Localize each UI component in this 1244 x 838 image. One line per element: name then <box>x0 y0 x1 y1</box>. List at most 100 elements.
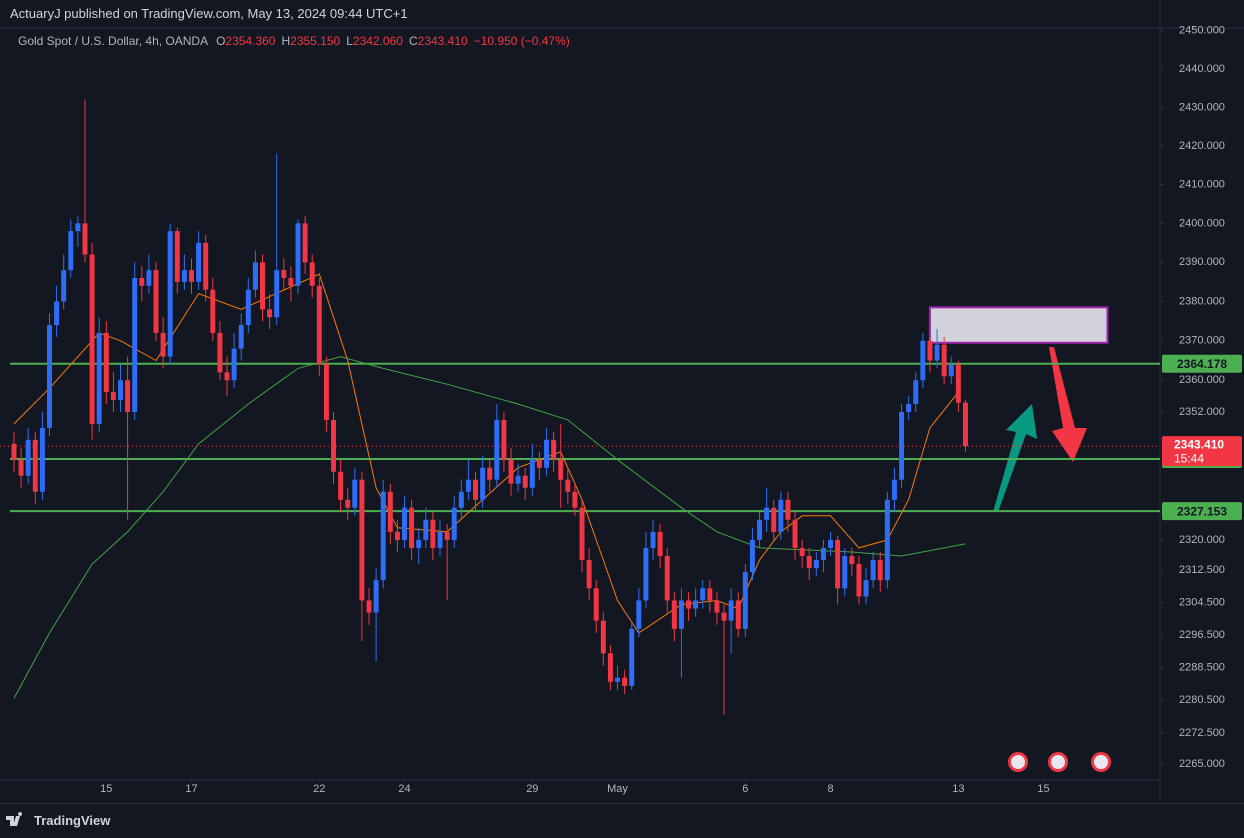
candle-body <box>274 270 280 318</box>
x-tick-label: 15 <box>1037 783 1049 795</box>
candle-body <box>948 364 954 377</box>
candle-body <box>238 325 244 349</box>
candle-body <box>487 467 493 480</box>
candle-body <box>295 223 301 286</box>
last-price-label: 2343.410 <box>1174 437 1224 451</box>
candle-body <box>47 325 52 428</box>
y-tick-label: 2390.000 <box>1179 256 1225 268</box>
supply-zone <box>928 306 1109 344</box>
y-tick-label: 2410.000 <box>1179 178 1225 190</box>
candle-body <box>345 499 351 508</box>
candle-body <box>600 620 606 654</box>
y-tick-label: 2430.000 <box>1179 101 1225 113</box>
y-tick-label: 2420.000 <box>1179 140 1225 152</box>
candle-body <box>629 628 635 686</box>
y-tick-label: 2380.000 <box>1179 295 1225 307</box>
candle-body <box>32 439 38 492</box>
candle-body <box>657 531 663 557</box>
candle-body <box>785 499 791 520</box>
candle-body <box>465 479 471 492</box>
candle-body <box>622 677 628 686</box>
candle-body <box>735 600 741 629</box>
candle-body <box>792 519 798 548</box>
candle-body <box>458 491 464 508</box>
candle-body <box>607 653 613 682</box>
candle-body <box>174 231 180 282</box>
candle-body <box>778 499 784 532</box>
candle-body <box>11 443 17 460</box>
candle-body <box>366 600 372 613</box>
candle-body <box>593 588 599 621</box>
candle-body <box>380 491 386 581</box>
candle-body <box>686 600 692 609</box>
x-tick-label: 6 <box>742 783 748 795</box>
candle-body <box>245 289 251 326</box>
candle-body <box>210 289 216 333</box>
y-tick-label: 2265.000 <box>1179 758 1225 770</box>
candle-body <box>373 580 379 613</box>
candle-body <box>75 223 81 232</box>
ohlc-value: 2355.150 <box>290 34 341 48</box>
candle-body <box>749 539 755 573</box>
legend: Gold Spot / U.S. Dollar, 4h, OANDA O2354.… <box>18 34 576 48</box>
y-tick-label: 2304.500 <box>1179 596 1225 608</box>
countdown: 15:44 <box>1174 451 1204 465</box>
candle-body <box>927 340 933 361</box>
chart: 2450.000 2440.000 2430.000 2420.000 2410.000… <box>0 0 1244 800</box>
candle-body <box>68 231 74 271</box>
candle-body <box>125 380 131 412</box>
ohlc-value: 2343.410 <box>417 34 468 48</box>
candle-body <box>302 223 308 263</box>
candle-body <box>118 380 123 401</box>
candle-body <box>139 277 145 286</box>
candle-body <box>352 479 358 508</box>
candle-body <box>494 419 500 480</box>
y-tick-label: 2312.500 <box>1179 564 1225 576</box>
price-line-label-bg <box>1162 354 1242 373</box>
candle-body <box>678 600 684 629</box>
candle-body <box>643 547 649 601</box>
price-line-label: 2364.178 <box>1177 357 1227 371</box>
candle-body <box>331 419 336 472</box>
candle-body <box>664 556 670 601</box>
y-tick-label: 2370.000 <box>1179 335 1225 347</box>
candle-body <box>671 600 677 629</box>
candle-body <box>203 242 209 290</box>
y-tick-label: 2400.000 <box>1179 217 1225 229</box>
candle-body <box>835 539 841 589</box>
up-arrow <box>993 404 1037 512</box>
candle-body <box>132 277 138 412</box>
candle-body <box>529 459 535 488</box>
brand: TradingView <box>34 813 111 828</box>
candle-body <box>764 507 770 520</box>
event-icons <box>1008 752 1111 772</box>
candle-body <box>714 600 720 613</box>
candle-body <box>451 507 457 540</box>
candle-body <box>728 600 734 621</box>
y-tick-label: 2288.500 <box>1179 661 1225 673</box>
candle-body <box>89 254 95 424</box>
candle-body <box>181 270 187 282</box>
candle-body <box>515 475 521 484</box>
candle-body <box>409 507 415 548</box>
x-tick-label: 8 <box>827 783 833 795</box>
candle-body <box>636 600 642 629</box>
y-tick-label: 2320.000 <box>1179 534 1225 546</box>
candle-body <box>806 556 812 569</box>
y-tick-label: 2296.500 <box>1179 629 1225 641</box>
candle-body <box>394 531 400 540</box>
candle-body <box>224 372 230 381</box>
candle-body <box>217 332 223 373</box>
candle-body <box>252 262 258 290</box>
candle-body <box>153 270 159 333</box>
candle-body <box>721 612 727 621</box>
y-tick-label: 2352.000 <box>1179 406 1225 418</box>
ohlc-key: O <box>216 34 226 48</box>
candle-body <box>501 419 507 460</box>
candle-body <box>231 348 237 381</box>
ohlc-value: 2342.060 <box>352 34 403 48</box>
candle-body <box>508 459 514 484</box>
ohlc-key: H <box>281 34 291 48</box>
x-tick-label: 24 <box>398 783 410 795</box>
